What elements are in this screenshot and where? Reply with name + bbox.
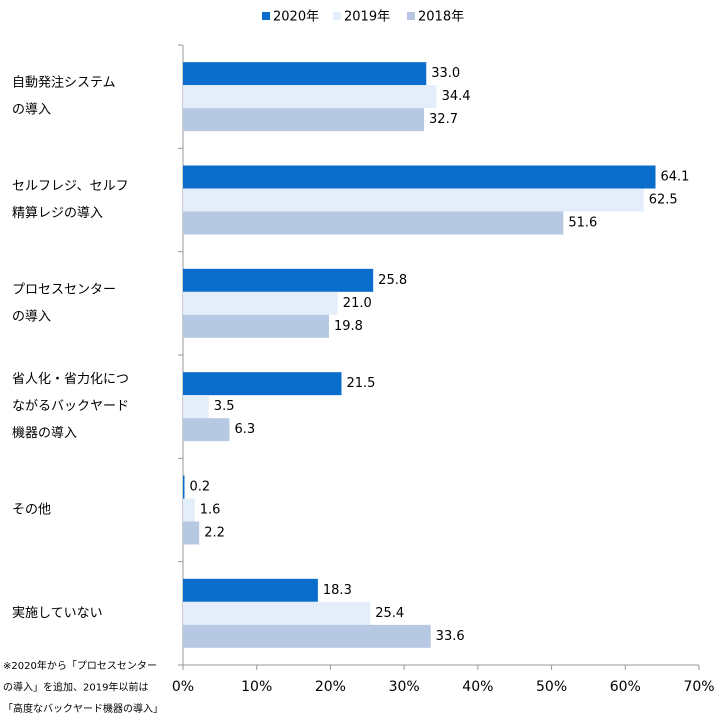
value-label: 21.5 bbox=[346, 376, 375, 391]
bar bbox=[183, 62, 427, 86]
value-label: 0.2 bbox=[189, 480, 210, 495]
bar bbox=[183, 165, 656, 189]
category-label: セルフレジ、セルフ bbox=[12, 179, 129, 194]
value-label: 21.0 bbox=[343, 296, 372, 311]
value-label: 2.2 bbox=[204, 526, 225, 541]
x-tick-label: 60% bbox=[610, 679, 641, 695]
bar bbox=[183, 108, 425, 132]
category-label: 機器の導入 bbox=[12, 426, 77, 441]
category-label: ながるバックヤード bbox=[12, 399, 129, 414]
bar bbox=[183, 372, 342, 396]
bar bbox=[183, 498, 195, 522]
x-tick-label: 40% bbox=[462, 679, 493, 695]
bar bbox=[183, 314, 329, 338]
legend-label: 2019年 bbox=[344, 10, 390, 25]
x-tick-label: 10% bbox=[241, 679, 272, 695]
value-label: 25.8 bbox=[378, 273, 407, 288]
value-label: 25.4 bbox=[375, 606, 404, 621]
bar bbox=[183, 578, 318, 602]
bar bbox=[183, 624, 431, 648]
value-label: 3.5 bbox=[214, 399, 235, 414]
category-label: 実施していない bbox=[12, 605, 103, 621]
bar bbox=[183, 211, 564, 235]
value-label: 51.6 bbox=[568, 216, 597, 231]
legend-swatch bbox=[262, 12, 270, 20]
x-tick-label: 50% bbox=[536, 679, 567, 695]
footnote: 「高度なバックヤード機器の導入」 bbox=[3, 702, 163, 715]
bar bbox=[183, 418, 230, 442]
bar bbox=[183, 475, 185, 499]
category-label: の導入 bbox=[12, 309, 51, 324]
value-label: 62.5 bbox=[649, 193, 678, 208]
value-label: 1.6 bbox=[200, 503, 221, 518]
value-label: 33.0 bbox=[431, 66, 460, 81]
category-label: その他 bbox=[12, 503, 51, 518]
legend-label: 2018年 bbox=[418, 10, 464, 25]
value-label: 6.3 bbox=[234, 422, 255, 437]
value-label: 34.4 bbox=[442, 89, 471, 104]
bar bbox=[183, 188, 644, 212]
x-tick-label: 30% bbox=[389, 679, 420, 695]
value-label: 19.8 bbox=[334, 319, 363, 334]
bar bbox=[183, 601, 371, 625]
bar bbox=[183, 268, 374, 292]
value-label: 33.6 bbox=[436, 629, 465, 644]
x-tick-label: 70% bbox=[683, 679, 714, 695]
legend-swatch bbox=[333, 12, 341, 20]
bar bbox=[183, 291, 338, 315]
legend-label: 2020年 bbox=[273, 10, 319, 25]
value-label: 64.1 bbox=[661, 170, 690, 185]
category-label: 精算レジの導入 bbox=[12, 206, 103, 221]
value-label: 18.3 bbox=[323, 583, 352, 598]
value-label: 32.7 bbox=[429, 112, 458, 127]
legend-swatch bbox=[407, 12, 415, 20]
bar bbox=[183, 395, 209, 419]
category-label: プロセスセンター bbox=[12, 282, 116, 297]
category-label: 省人化・省力化につ bbox=[12, 372, 129, 387]
category-label: 自動発注システム bbox=[12, 76, 116, 91]
x-tick-label: 20% bbox=[315, 679, 346, 695]
footnote: の導入」を追加、2019年以前は bbox=[3, 681, 148, 694]
bar bbox=[183, 85, 437, 109]
category-label: の導入 bbox=[12, 103, 51, 118]
footnote: ※2020年から「プロセスセンター bbox=[3, 659, 157, 672]
x-tick-label: 0% bbox=[172, 679, 194, 695]
bar bbox=[183, 521, 200, 545]
